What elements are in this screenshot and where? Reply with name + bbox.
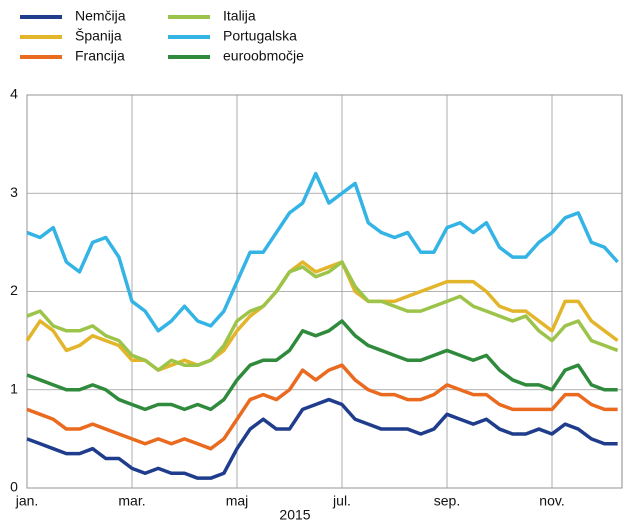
y-tick-label: 0 — [10, 479, 18, 495]
y-tick-label: 2 — [10, 282, 18, 298]
x-axis-label: 2015 — [279, 507, 310, 523]
line-series — [26, 260, 619, 372]
x-tick-label: sep. — [434, 493, 460, 509]
y-tick-label: 4 — [10, 86, 18, 102]
legend-label: Nemčija — [75, 8, 126, 24]
legend-label: Francija — [75, 48, 125, 64]
line-series — [25, 260, 619, 372]
y-tick-label: 3 — [10, 184, 18, 200]
y-tick-label: 1 — [10, 380, 18, 396]
x-tick-label: jul. — [332, 493, 351, 509]
line-series — [26, 171, 619, 333]
x-tick-label: mar. — [118, 493, 145, 509]
legend-label: Italija — [223, 8, 256, 24]
legend-label: euroobmočje — [223, 48, 304, 64]
x-tick-label: maj — [226, 493, 249, 509]
x-tick-label: nov. — [539, 493, 564, 509]
line-series — [26, 363, 618, 451]
legend-label: Portugalska — [223, 28, 297, 44]
line-series — [26, 397, 618, 480]
line-series — [26, 319, 618, 412]
x-tick-label: jan. — [15, 493, 39, 509]
legend-label: Španija — [75, 28, 122, 44]
